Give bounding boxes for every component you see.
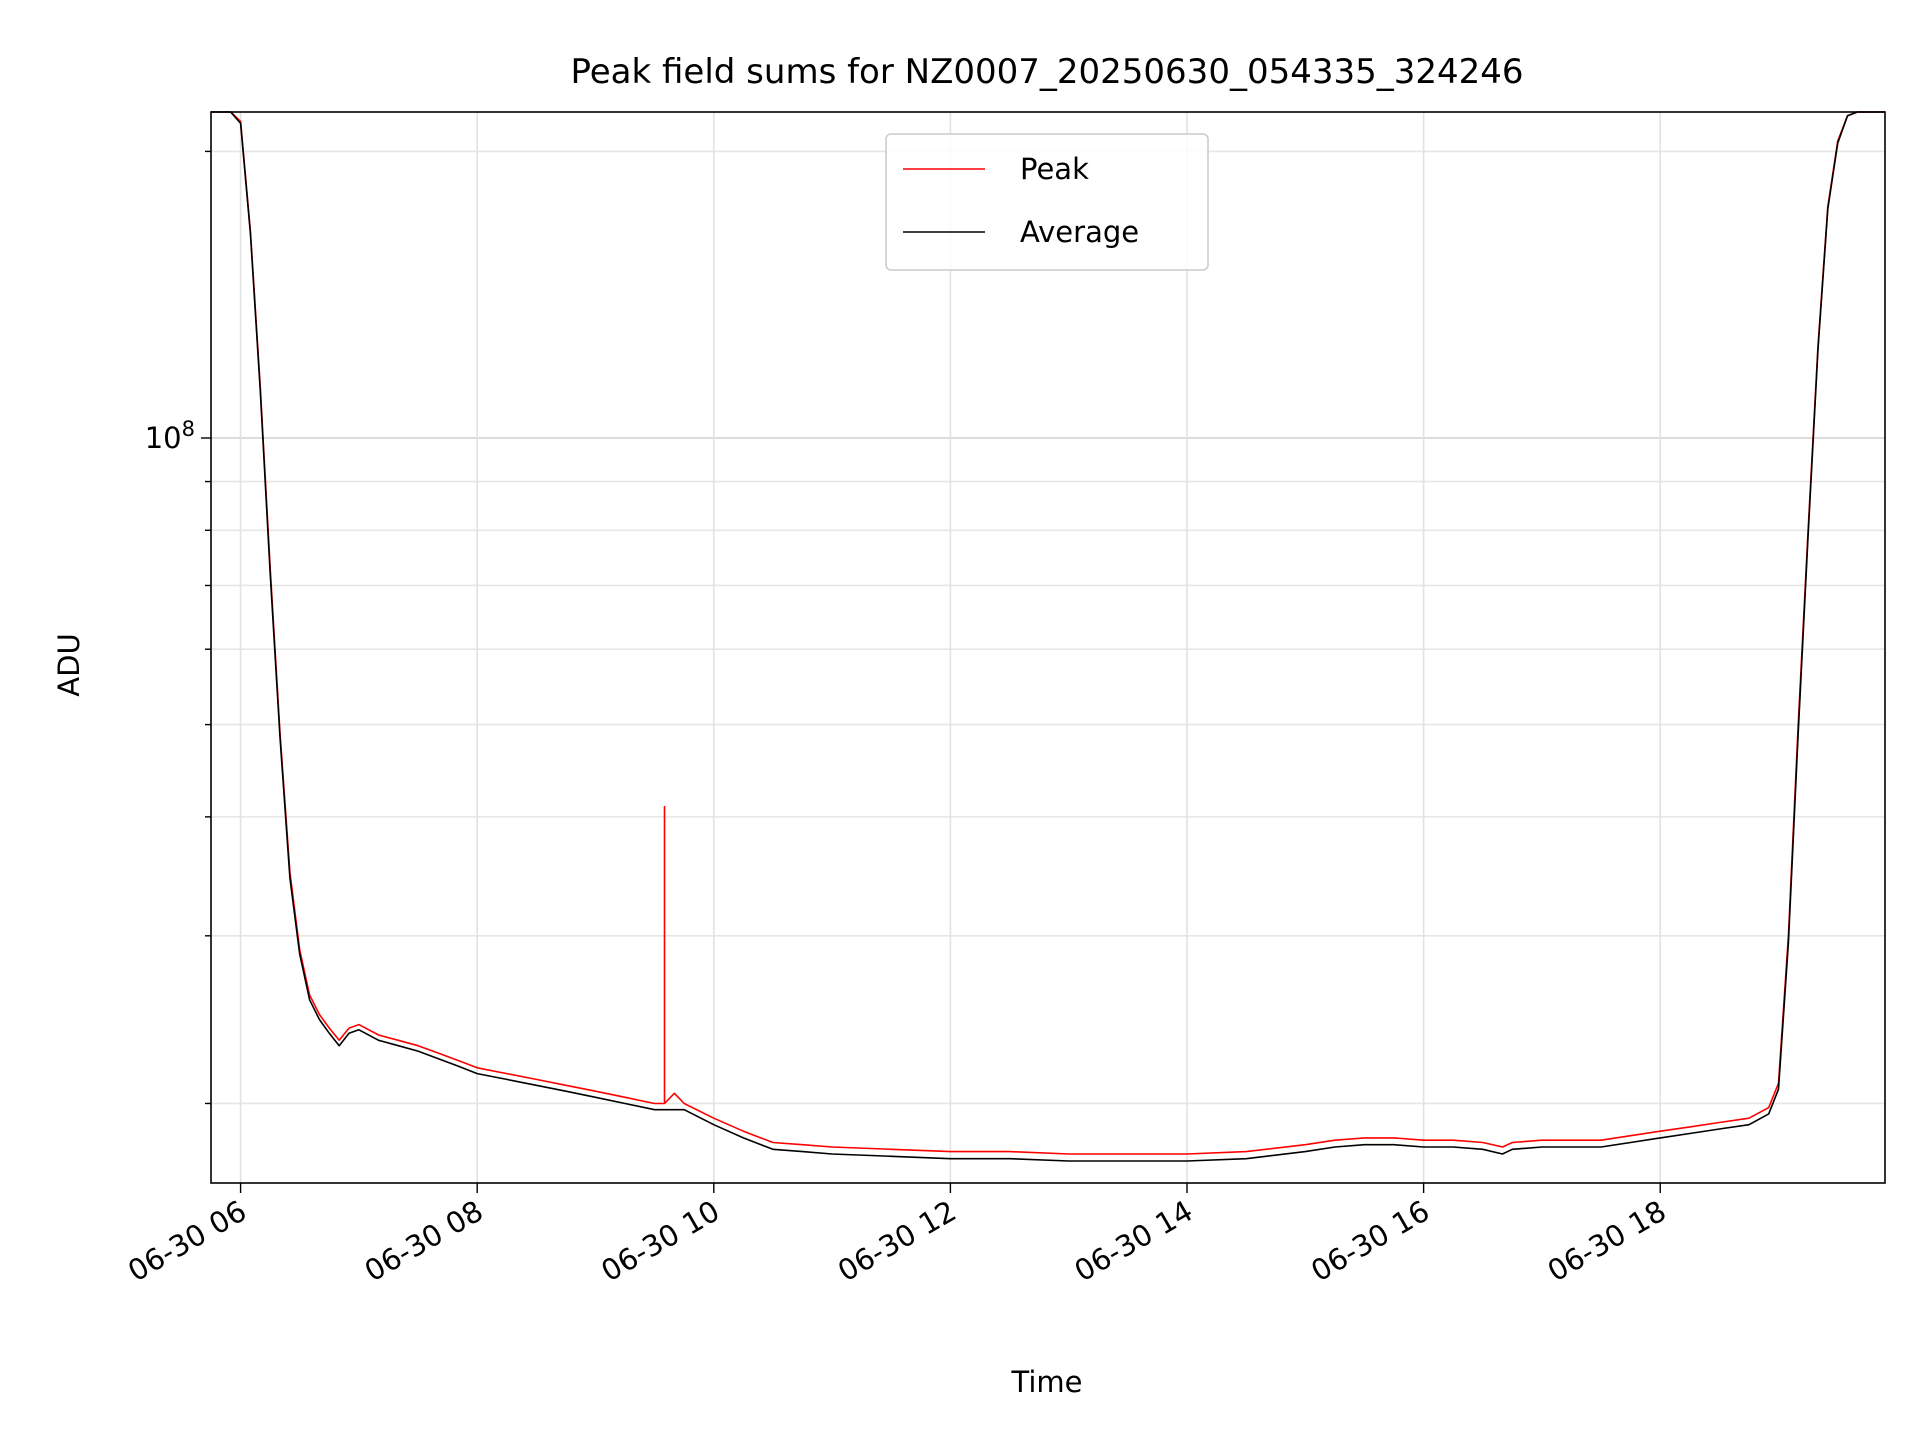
series-line-peak bbox=[211, 111, 1885, 1155]
legend: Peak Average bbox=[885, 133, 1209, 271]
legend-label: Peak bbox=[1020, 152, 1089, 186]
plot-series bbox=[211, 111, 1885, 1162]
y-tick-label: 108 bbox=[145, 417, 195, 455]
x-axis-label: Time bbox=[1011, 1365, 1083, 1399]
legend-box bbox=[885, 133, 1209, 271]
y-axis-ticks: 108 bbox=[145, 150, 211, 1105]
legend-label: Average bbox=[1020, 215, 1139, 249]
plot-frame bbox=[210, 111, 1886, 1184]
y-axis-label: ADU bbox=[52, 633, 86, 696]
series-line-average bbox=[211, 111, 1885, 1162]
chart-title: Peak field sums for NZ0007_20250630_0543… bbox=[570, 52, 1523, 92]
